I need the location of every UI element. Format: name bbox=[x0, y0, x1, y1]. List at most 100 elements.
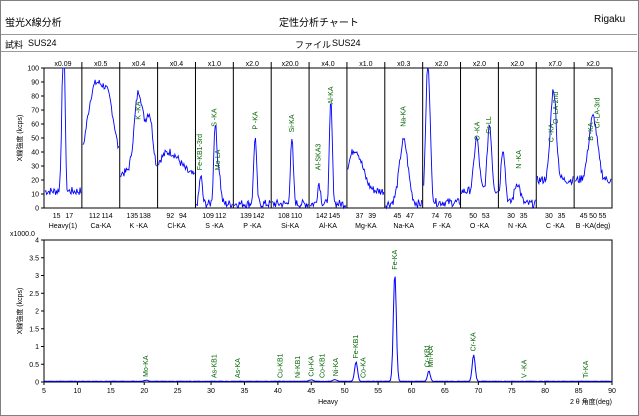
bottom-peak-label-14: V -KA bbox=[522, 359, 529, 378]
bottom-peak-label-6: Co-KB1 bbox=[320, 353, 327, 378]
bottom-peak-label-5: Cu-KA bbox=[308, 356, 315, 377]
bottom-peak-label-9: Co-KA bbox=[360, 357, 367, 378]
panel-xlabel-14: B -KA(deg) bbox=[576, 223, 611, 230]
panel-9-tick-1: 47 bbox=[406, 213, 414, 220]
panel-trace-8 bbox=[347, 149, 385, 195]
panel-scale-8: x1.0 bbox=[359, 61, 372, 68]
bottom-y-tick-label-7: 3.5 bbox=[29, 255, 39, 262]
panel-2-peak-label-0: K -KA bbox=[136, 101, 143, 120]
panel-trace-6 bbox=[271, 139, 309, 209]
panel-scale-4: x1.0 bbox=[208, 61, 221, 68]
top-y-tick-label-1: 10 bbox=[31, 192, 39, 199]
panel-5-tick-1: 142 bbox=[253, 213, 265, 220]
bottom-trace bbox=[44, 276, 613, 383]
panel-scale-2: x0.4 bbox=[132, 61, 145, 68]
panel-11-peak-label-0: O -KA bbox=[475, 121, 482, 140]
top-y-tick-label-6: 60 bbox=[31, 122, 39, 129]
panel-xlabel-7: Al-KA bbox=[319, 223, 337, 230]
panel-scale-10: x2.0 bbox=[435, 61, 448, 68]
bottom-y-tick-label-2: 1 bbox=[35, 344, 39, 351]
panel-14-peak-label-0: B -KA bbox=[588, 122, 595, 141]
panel-xlabel-11: O -KA bbox=[470, 223, 489, 230]
panel-11-peak-label-1: Cr-LL bbox=[486, 116, 493, 134]
bottom-y-multiplier: x1000.0 bbox=[10, 231, 35, 238]
panel-trace-13 bbox=[536, 89, 574, 186]
panel-13-peak-label-0: C -KA bbox=[548, 123, 555, 142]
panel-7-peak-label-0: Al-SKA3 bbox=[316, 144, 323, 171]
bottom-x-tick-label-17: 90 bbox=[608, 388, 616, 395]
bottom-x-tick-label-16: 85 bbox=[575, 388, 583, 395]
panel-0-tick-1: 17 bbox=[65, 213, 73, 220]
panel-trace-12 bbox=[498, 151, 536, 209]
bottom-x-tick-label-0: 5 bbox=[42, 388, 46, 395]
panel-11-tick-1: 53 bbox=[482, 213, 490, 220]
panel-xlabel-5: P -KA bbox=[243, 223, 261, 230]
top-y-tick-label-3: 30 bbox=[31, 164, 39, 171]
panel-14-peak-label-1: Cr-LA-3rd bbox=[595, 97, 602, 128]
panel-3-tick-1: 94 bbox=[179, 213, 187, 220]
bottom-peak-label-15: Ti-KA bbox=[583, 360, 590, 378]
panel-xlabel-4: S -KA bbox=[205, 223, 224, 230]
bottom-x-tick-label-1: 10 bbox=[74, 388, 82, 395]
bottom-x-tick-label-3: 20 bbox=[140, 388, 148, 395]
top-y-axis-label: X線強度 (kcps) bbox=[15, 115, 24, 162]
panel-10-tick-0: 74 bbox=[431, 213, 439, 220]
bottom-y-tick-label-4: 2 bbox=[35, 309, 39, 316]
bottom-x-tick-label-12: 65 bbox=[441, 388, 449, 395]
panel-xlabel-3: Cl-KA bbox=[167, 223, 186, 230]
bottom-x-tick-label-14: 75 bbox=[508, 388, 516, 395]
bottom-x-tick-label-2: 15 bbox=[107, 388, 115, 395]
top-y-tick-label-5: 50 bbox=[31, 136, 39, 143]
top-y-tick-label-9: 90 bbox=[31, 80, 39, 87]
panel-12-peak-label-0: N -KA bbox=[516, 150, 523, 169]
panel-scale-1: x0.5 bbox=[94, 61, 107, 68]
bottom-y-tick-label-1: 0.5 bbox=[29, 362, 39, 369]
panel-trace-5 bbox=[233, 137, 271, 209]
panel-scale-9: x0.3 bbox=[397, 61, 410, 68]
panel-6-tick-0: 108 bbox=[278, 213, 290, 220]
panel-14-tick-2: 55 bbox=[599, 213, 607, 220]
panel-trace-11 bbox=[461, 124, 498, 195]
bottom-peak-label-1: As-KB1 bbox=[211, 354, 218, 378]
bottom-peak-label-2: As-KA bbox=[235, 358, 242, 378]
panel-8-tick-1: 39 bbox=[368, 213, 376, 220]
bottom-peak-label-4: Ni-KB1 bbox=[295, 356, 302, 378]
panel-trace-1 bbox=[82, 79, 120, 150]
bottom-x-tick-label-5: 30 bbox=[207, 388, 215, 395]
panel-6-peak-label-0: Si-KA bbox=[289, 114, 296, 132]
panel-2-tick-0: 135 bbox=[127, 213, 139, 220]
panel-scale-14: x2.0 bbox=[586, 61, 599, 68]
panel-7-tick-0: 142 bbox=[316, 213, 328, 220]
bottom-x-tick-label-9: 50 bbox=[341, 388, 349, 395]
panel-7-tick-1: 145 bbox=[328, 213, 340, 220]
panel-1-tick-1: 114 bbox=[102, 213, 113, 220]
bottom-x-tick-label-4: 25 bbox=[174, 388, 182, 395]
info-divider bbox=[1, 51, 637, 52]
top-y-tick-label-0: 0 bbox=[35, 206, 39, 213]
panel-scale-0: x0.09 bbox=[54, 61, 71, 68]
panel-4-tick-0: 109 bbox=[202, 213, 214, 220]
sample-value: SUS24 bbox=[28, 38, 57, 48]
panel-xlabel-0: Heavy(1) bbox=[49, 223, 77, 230]
bottom-peak-label-10: Fe-KA bbox=[392, 250, 399, 270]
bottom-y-tick-label-0: 0 bbox=[35, 380, 39, 387]
brand-name: Rigaku bbox=[594, 14, 626, 25]
panel-trace-14 bbox=[574, 113, 612, 184]
header-divider bbox=[1, 34, 637, 35]
panel-scale-3: x0.4 bbox=[170, 61, 183, 68]
bottom-peak-label-3: Cu-KB1 bbox=[278, 353, 285, 378]
panel-2-tick-1: 138 bbox=[139, 213, 151, 220]
bottom-x-tick-label-7: 40 bbox=[274, 388, 282, 395]
chart-title: 定性分析チャート bbox=[279, 18, 359, 29]
bottom-y-tick-label-6: 3 bbox=[35, 273, 39, 280]
panel-1-tick-0: 112 bbox=[89, 213, 100, 220]
panel-4-tick-1: 112 bbox=[215, 213, 226, 220]
panel-scale-6: x20.0 bbox=[282, 61, 299, 68]
panel-trace-7 bbox=[309, 103, 347, 210]
panel-trace-4 bbox=[196, 124, 233, 209]
panel-7-peak-label-1: Al-KA bbox=[328, 86, 335, 104]
panel-4-peak-label-1: S -KA bbox=[211, 108, 218, 127]
panel-xlabel-8: Mg-KA bbox=[355, 223, 377, 230]
panel-trace-10 bbox=[423, 67, 460, 208]
